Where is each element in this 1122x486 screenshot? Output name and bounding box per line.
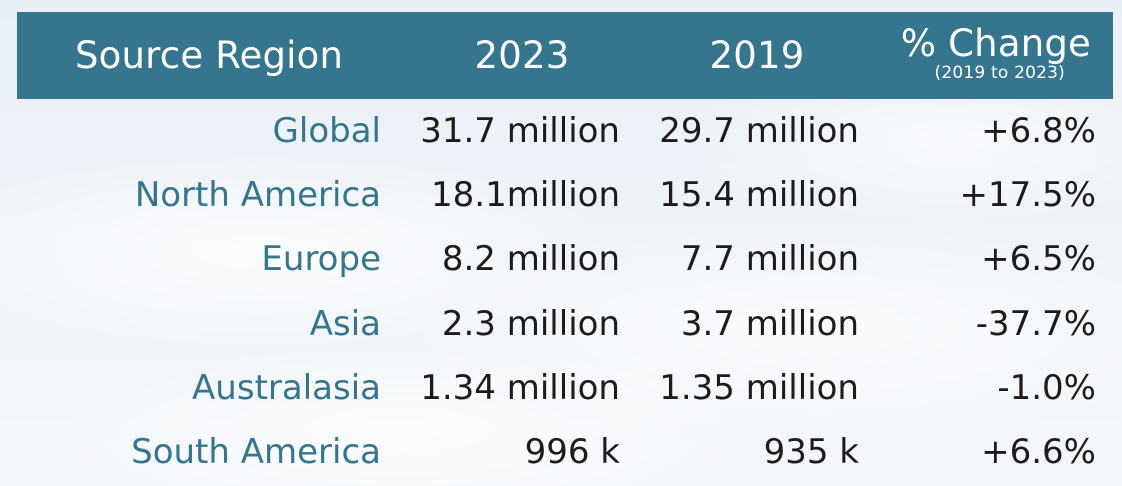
region-cell: North America — [134, 175, 381, 216]
header-2023: 2023 — [474, 34, 570, 77]
header-percent-change-subtitle: (2019 to 2023) — [934, 62, 1065, 83]
region-cell: Asia — [309, 303, 381, 344]
table-row: North America 18.1million 15.4 million +… — [17, 163, 1113, 227]
value-2023-cell: 31.7 million — [420, 111, 620, 151]
table-header: Source Region 2023 2019 % Change (2019 t… — [17, 12, 1113, 99]
header-percent-change: % Change (2019 to 2023) — [861, 12, 1091, 99]
header-source-region: Source Region — [75, 34, 344, 77]
header-percent-change-label: % Change — [900, 21, 1091, 65]
percent-change-cell: -1.0% — [997, 367, 1096, 408]
table-row: Asia 2.3 million 3.7 million -37.7% — [17, 292, 1113, 356]
percent-change-cell: +17.5% — [959, 175, 1097, 216]
region-cell: Australasia — [192, 367, 381, 408]
travel-data-table: Source Region 2023 2019 % Change (2019 t… — [17, 12, 1113, 484]
table-row: Europe 8.2 million 7.7 million +6.5% — [17, 227, 1113, 291]
header-2019: 2019 — [709, 34, 805, 77]
region-cell: Global — [272, 111, 381, 151]
percent-change-cell: +6.8% — [981, 111, 1096, 151]
value-2019-cell: 1.35 million — [659, 367, 859, 408]
value-2023-cell: 1.34 million — [420, 367, 620, 408]
value-2023-cell: 2.3 million — [441, 303, 620, 344]
region-cell: South America — [131, 431, 381, 472]
table-row: Australasia 1.34 million 1.35 million -1… — [17, 356, 1113, 420]
table-row: Global 31.7 million 29.7 million +6.8% — [17, 99, 1113, 163]
percent-change-cell: +6.6% — [981, 431, 1096, 472]
table-body: Global 31.7 million 29.7 million +6.8% N… — [17, 99, 1113, 484]
region-cell: Europe — [261, 239, 381, 280]
table-row: South America 996 k 935 k +6.6% — [17, 420, 1113, 484]
value-2019-cell: 15.4 million — [659, 175, 859, 216]
value-2019-cell: 7.7 million — [680, 239, 859, 280]
percent-change-cell: +6.5% — [981, 239, 1096, 280]
value-2023-cell: 996 k — [524, 431, 620, 472]
value-2023-cell: 18.1million — [431, 175, 620, 216]
value-2019-cell: 935 k — [763, 431, 859, 472]
value-2023-cell: 8.2 million — [441, 239, 620, 280]
value-2019-cell: 3.7 million — [680, 303, 859, 344]
value-2019-cell: 29.7 million — [659, 111, 859, 151]
percent-change-cell: -37.7% — [975, 303, 1096, 344]
